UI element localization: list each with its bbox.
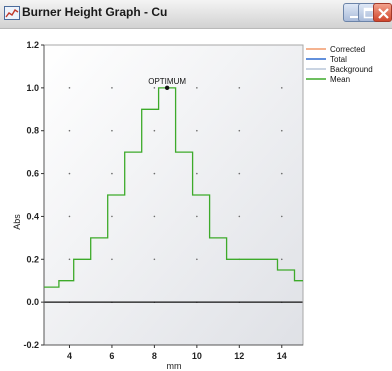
chart-app-icon (4, 6, 20, 20)
x-tick-label: 4 (67, 351, 72, 361)
y-tick-label: 0.4 (26, 211, 39, 221)
y-tick-label: 0.6 (26, 169, 39, 179)
grid-dot (196, 215, 198, 218)
x-tick-label: 12 (234, 351, 244, 361)
legend-label-mean: Mean (330, 75, 350, 84)
grid-dot (68, 215, 71, 218)
y-tick-label: 1.2 (26, 40, 39, 50)
grid-dot (68, 87, 71, 89)
grid-dot (238, 215, 241, 218)
x-tick-label: 8 (152, 351, 157, 361)
grid-dot (238, 172, 241, 175)
x-tick-label: 10 (192, 351, 202, 361)
grid-dot (153, 87, 156, 89)
grid-dot (111, 215, 113, 218)
title-bar[interactable]: Burner Height Graph - Cu (0, 0, 392, 29)
grid-dot (280, 215, 283, 218)
grid-dot (68, 172, 71, 175)
y-axis-label: Abs (12, 214, 22, 230)
grid-dot (111, 87, 113, 89)
grid-dot (111, 172, 113, 175)
grid-dot (280, 87, 283, 89)
grid-dot (280, 172, 283, 175)
x-tick-label: 6 (109, 351, 114, 361)
grid-dot (196, 129, 198, 132)
grid-dot (111, 129, 113, 132)
grid-dot (238, 87, 241, 89)
grid-dot (196, 258, 198, 261)
y-tick-label: 0.0 (26, 297, 39, 307)
grid-dot (111, 258, 113, 261)
y-tick-label: 0.8 (26, 126, 39, 136)
window-title: Burner Height Graph - Cu (22, 5, 168, 19)
series-mean-line (44, 87, 303, 288)
legend-label-total: Total (330, 55, 347, 64)
y-tick-label: 1.0 (26, 83, 39, 93)
optimum-marker (164, 85, 170, 91)
grid-dot (238, 129, 241, 132)
y-tick-label: -0.2 (23, 340, 39, 350)
close-icon (378, 8, 389, 19)
plot-area (44, 45, 303, 345)
grid-dot (280, 129, 283, 132)
optimum-label: OPTIMUM (148, 77, 186, 86)
burner-height-chart[interactable]: 4 6 8 10 12 14 -0.2 0.0 0.2 0.4 0.6 0.8 1.0 1.2 OPTIM… (0, 28, 392, 371)
legend-label-corrected: Corrected (330, 45, 365, 54)
minimize-icon (350, 16, 358, 18)
legend-label-background: Background (330, 65, 373, 74)
grid-dot (68, 258, 71, 261)
grid-dot (68, 129, 71, 132)
grid-dot (153, 172, 156, 175)
grid-dot (196, 172, 198, 175)
grid-dot (196, 87, 198, 89)
y-tick-label: 0.2 (26, 254, 39, 264)
x-axis-label: mm (167, 361, 182, 371)
grid-dot (153, 215, 156, 218)
grid-dot (153, 129, 156, 132)
grid-dot (280, 258, 283, 261)
grid-dot (153, 258, 156, 261)
close-button[interactable] (373, 3, 392, 22)
x-tick-label: 14 (277, 351, 287, 361)
